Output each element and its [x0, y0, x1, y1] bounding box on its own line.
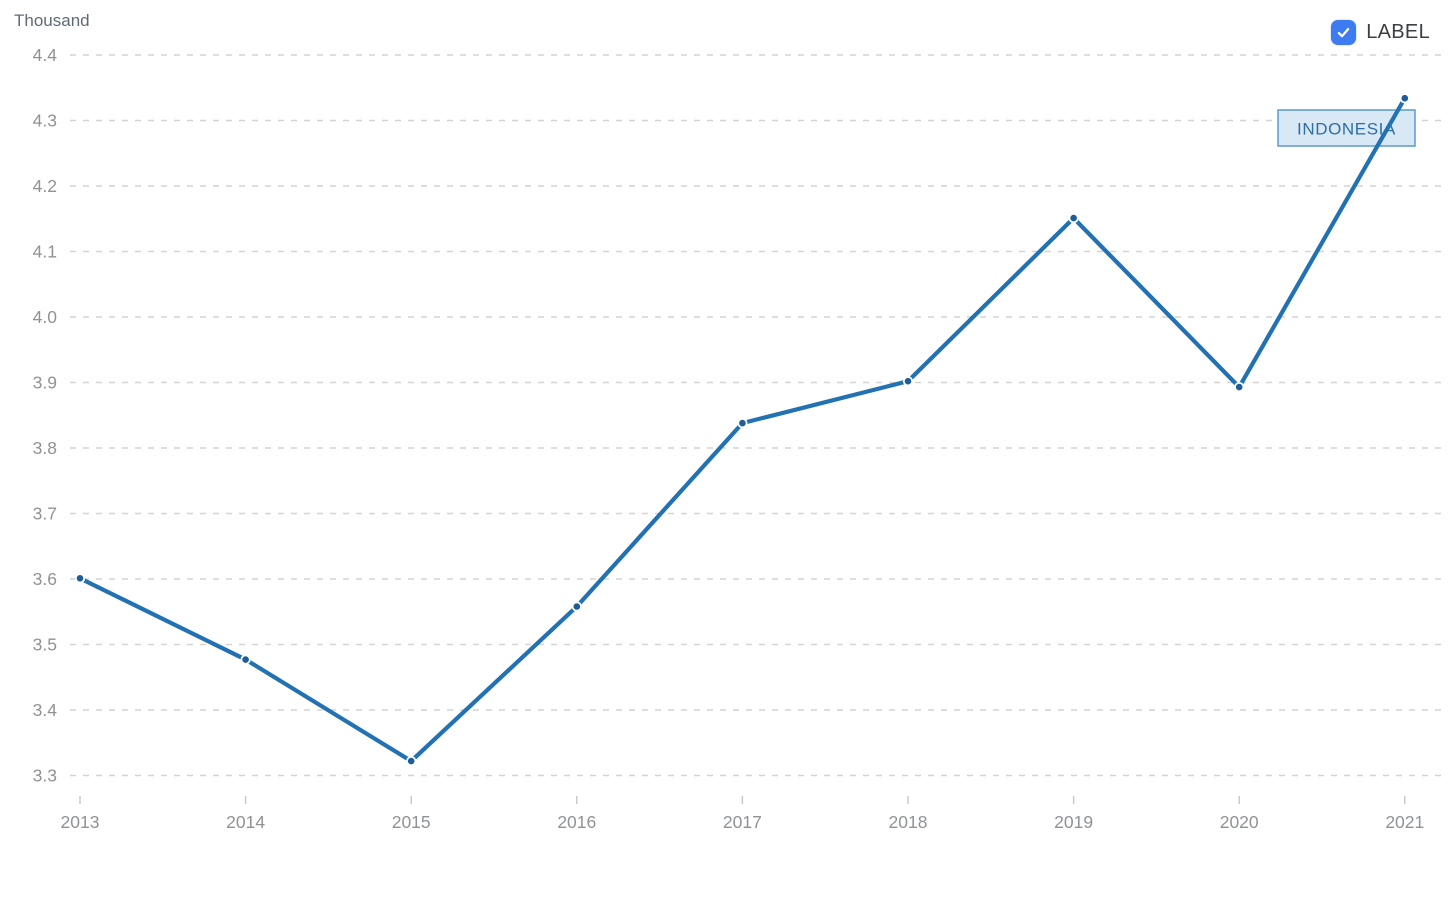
x-tick-label: 2015 — [392, 812, 431, 832]
series-line — [77, 96, 1407, 764]
y-axis-unit-label: Thousand — [14, 11, 90, 30]
data-point-2014[interactable] — [240, 654, 251, 665]
series-label-box[interactable] — [1277, 109, 1416, 147]
data-point-2020[interactable] — [1234, 381, 1245, 393]
x-tick-label: 2013 — [61, 812, 100, 832]
x-tick-label: 2014 — [226, 812, 265, 832]
y-tick-label: 4.3 — [33, 111, 57, 131]
y-tick-label: 3.3 — [33, 766, 57, 786]
x-tick-label: 2016 — [557, 812, 596, 832]
y-tick-label: 3.6 — [33, 569, 57, 589]
y-tick-label: 4.1 — [33, 242, 57, 262]
x-tick-label: 2021 — [1385, 812, 1424, 832]
label-toggle-text: LABEL — [1366, 21, 1430, 43]
x-tick-label: 2018 — [889, 812, 928, 832]
data-point-2021[interactable] — [1399, 93, 1410, 104]
data-point-2016[interactable] — [571, 601, 582, 612]
x-tick-label: 2017 — [723, 812, 762, 832]
series-label-text: INDONESIA — [1297, 120, 1396, 139]
label-checkbox-icon[interactable] — [1331, 20, 1357, 45]
series-label-indonesia[interactable]: INDONESIA — [1277, 109, 1416, 147]
y-tick-label: 4.4 — [33, 45, 58, 65]
data-point-2019[interactable] — [1068, 212, 1079, 224]
x-tick-label: 2019 — [1054, 812, 1093, 832]
data-point-2015[interactable] — [406, 755, 417, 767]
y-tick-label: 3.9 — [33, 373, 57, 393]
checkmark-icon — [1337, 27, 1350, 38]
y-tick-label: 4.2 — [33, 176, 57, 196]
y-tick-label: 4.0 — [33, 307, 58, 327]
data-point-2017[interactable] — [737, 418, 748, 429]
y-tick-label: 3.8 — [33, 438, 57, 458]
y-tick-label: 3.5 — [33, 635, 57, 655]
data-point-2013[interactable] — [74, 573, 86, 584]
y-tick-label: 3.4 — [33, 700, 58, 720]
y-tick-label: 3.7 — [33, 504, 57, 524]
x-tick-label: 2020 — [1220, 812, 1259, 832]
data-point-2018[interactable] — [902, 376, 914, 387]
label-toggle[interactable]: LABEL — [1331, 20, 1430, 45]
